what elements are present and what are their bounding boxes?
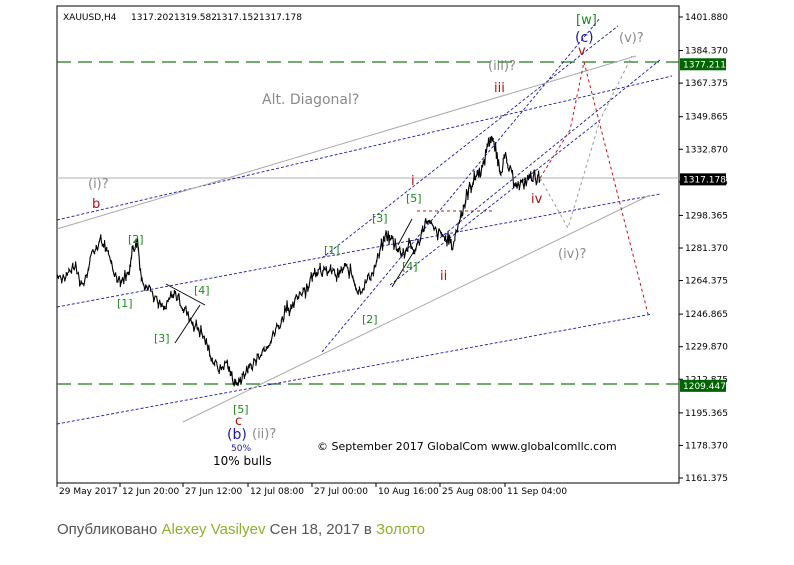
y-tick-label: 1384.370 bbox=[685, 47, 728, 57]
channel-lines bbox=[56, 17, 673, 425]
label-ii-q: (ii)? bbox=[252, 427, 276, 442]
wave-sketch-lines bbox=[165, 218, 417, 344]
wave-labels: [w] (c) (v)? (iii)? v iii Alt. Diagonal?… bbox=[88, 13, 644, 468]
label-4-mid: [4] bbox=[402, 260, 418, 273]
level-tag-box bbox=[680, 173, 726, 186]
level-tag-box bbox=[680, 58, 726, 71]
y-tick-label: 1264.375 bbox=[685, 277, 728, 287]
x-tick-label: 12 Jun 20:00 bbox=[122, 487, 179, 497]
label-v-q: (v)? bbox=[619, 31, 644, 46]
label-c: c bbox=[235, 414, 242, 429]
price-series bbox=[56, 135, 541, 387]
x-tick-label: 10 Aug 16:00 bbox=[378, 487, 439, 497]
label-bulls: 10% bulls bbox=[213, 454, 272, 468]
level-tag-label: 1317.178 bbox=[683, 175, 726, 185]
label-5-bottom: [5] bbox=[233, 403, 249, 416]
chart-header: XAUUSD,H4 1317.202 1319.582 1317.152 131… bbox=[63, 13, 302, 23]
label-3-mid: [3] bbox=[372, 212, 388, 225]
y-tick-label: 1298.365 bbox=[685, 211, 728, 221]
label-iv-q: (iv)? bbox=[558, 247, 586, 262]
y-tick-label: 1349.865 bbox=[685, 113, 728, 123]
x-tick-label: 11 Sep 04:00 bbox=[507, 487, 567, 497]
caption-date: Сен 18, 2017 bbox=[269, 521, 360, 538]
label-c-paren: (c) bbox=[575, 30, 594, 46]
x-tick-label: 27 Jun 12:00 bbox=[185, 487, 242, 497]
label-iii-q: (iii)? bbox=[488, 59, 516, 74]
level-tag-box bbox=[680, 379, 726, 392]
projection-red bbox=[417, 61, 649, 315]
y-tick-label: 1178.370 bbox=[685, 441, 728, 451]
label-alt-diagonal: Alt. Diagonal? bbox=[262, 92, 359, 108]
y-tick-label: 1401.880 bbox=[685, 13, 728, 23]
ohlc-open: 1317.202 bbox=[131, 13, 174, 23]
label-4-left: [4] bbox=[194, 284, 210, 297]
label-i-q: (i)? bbox=[88, 177, 109, 192]
x-tick-label: 12 Jul 08:00 bbox=[250, 487, 304, 497]
y-axis: 1401.880 1384.370 1367.375 1349.865 1332.870… bbox=[679, 13, 728, 484]
author-link[interactable]: Alexey Vasilyev bbox=[161, 521, 266, 538]
label-b-paren: (b) bbox=[227, 427, 247, 443]
x-tick-label: 29 May 2017 bbox=[59, 487, 118, 497]
label-3-left: [3] bbox=[154, 332, 170, 345]
y-tick-label: 1332.870 bbox=[685, 145, 728, 155]
ohlc-low: 1317.152 bbox=[216, 13, 259, 23]
label-iii: iii bbox=[494, 81, 505, 96]
y-tick-label: 1367.375 bbox=[685, 79, 728, 89]
copyright-text: © September 2017 GlobalCom www.globalcom… bbox=[317, 440, 617, 453]
symbol-label: XAUUSD,H4 bbox=[63, 13, 117, 23]
ohlc-close: 1317.178 bbox=[259, 13, 302, 23]
y-tick-label: 1229.870 bbox=[685, 343, 728, 353]
level-tag-label: 1209.447 bbox=[683, 382, 726, 392]
label-ii-red: ii bbox=[440, 269, 447, 284]
ohlc-high: 1319.582 bbox=[174, 13, 217, 23]
publication-caption: Опубликовано Alexey Vasilyev Сен 18, 201… bbox=[57, 521, 425, 538]
label-b: b bbox=[92, 197, 100, 212]
price-chart: 1401.880 1384.370 1367.375 1349.865 1332.870… bbox=[56, 5, 728, 497]
label-percent: 50% bbox=[231, 444, 251, 454]
projection-gray bbox=[539, 55, 633, 230]
label-1-mid: [1] bbox=[324, 244, 340, 257]
label-2-mid: [2] bbox=[362, 313, 378, 326]
y-tick-label: 1246.865 bbox=[685, 310, 728, 320]
x-tick-label: 27 Jul 00:00 bbox=[314, 487, 368, 497]
label-i-red: i bbox=[411, 174, 415, 189]
label-iv-red: iv bbox=[531, 192, 543, 207]
level-tag-label: 1377.211 bbox=[683, 60, 726, 70]
label-2-left: [2] bbox=[128, 233, 144, 246]
x-axis: 29 May 2017 12 Jun 20:00 27 Jun 12:00 12 Ju… bbox=[56, 483, 567, 497]
label-1-left: [1] bbox=[117, 297, 133, 310]
category-link[interactable]: Золото bbox=[375, 521, 426, 538]
y-tick-label: 1161.375 bbox=[685, 474, 728, 484]
caption-prefix: Опубликовано bbox=[57, 521, 158, 538]
x-tick-label: 25 Aug 08:00 bbox=[442, 487, 503, 497]
plot-frame bbox=[56, 5, 680, 484]
y-tick-label: 1281.370 bbox=[685, 244, 728, 254]
label-v: v bbox=[578, 44, 586, 59]
label-w: [w] bbox=[576, 13, 597, 28]
y-tick-label: 1195.365 bbox=[685, 409, 728, 419]
trend-lines bbox=[56, 55, 651, 423]
caption-in: в bbox=[363, 521, 372, 538]
label-5-mid: [5] bbox=[406, 192, 422, 205]
